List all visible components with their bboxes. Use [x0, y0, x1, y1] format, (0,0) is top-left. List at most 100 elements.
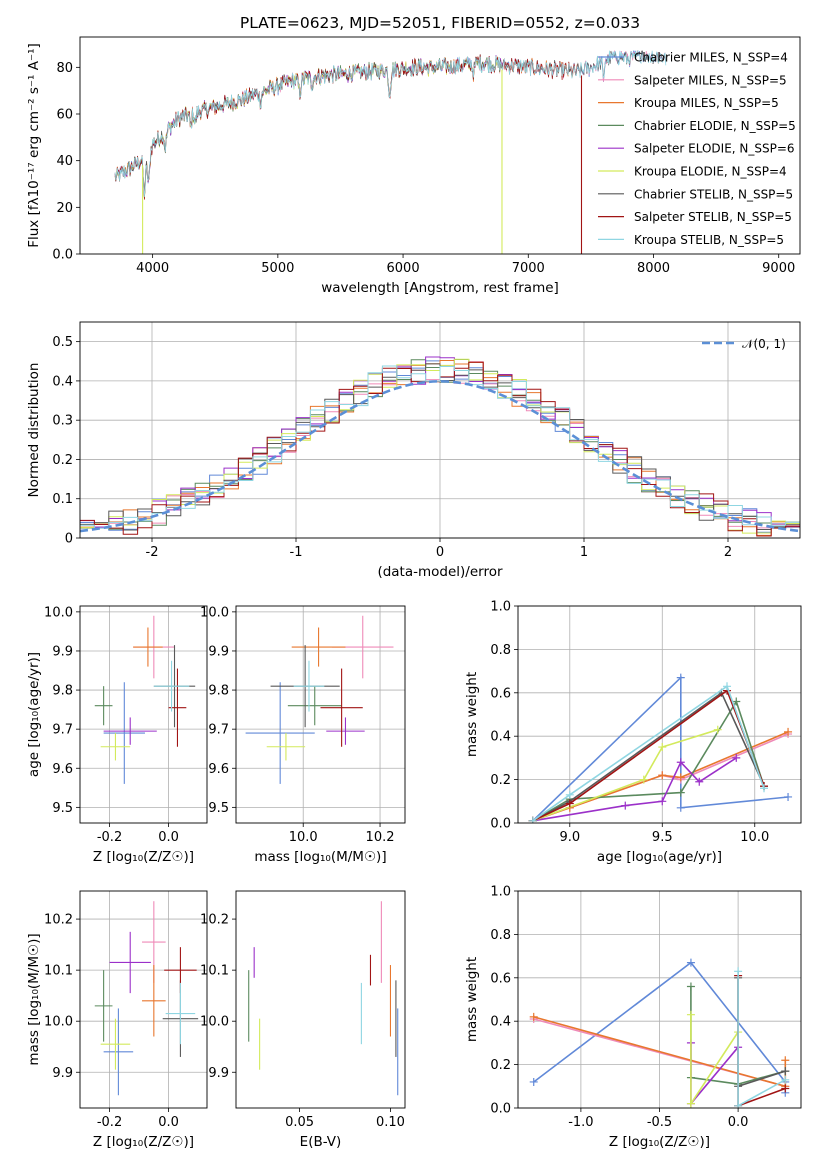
plus-marker [781, 1056, 790, 1065]
data-point [133, 627, 163, 667]
x-tick-label: 0.10 [376, 1115, 405, 1130]
grid [518, 605, 801, 824]
y-tick-label: 80 [56, 61, 73, 76]
legend-label: Salpeter ELODIE, N_SSP=6 [634, 142, 795, 156]
panel-mass-vs-ebv: 0.05 0.10 9.9 10.0 10.1 10.2 E(B-V) [200, 890, 406, 1150]
x-tick-label: 1 [580, 545, 588, 560]
data-point [103, 682, 145, 784]
y-tick-label: 9.8 [52, 684, 73, 699]
axes-frame [517, 605, 802, 824]
normal-curve [80, 379, 800, 533]
plus-marker [528, 816, 537, 823]
plus-marker [565, 799, 574, 808]
weight-line [532, 691, 765, 822]
y-tick-label: 9.5 [52, 801, 73, 816]
plus-marker [781, 1084, 790, 1093]
plus-marker [676, 673, 685, 682]
y-axis-label: Flux [fλ10⁻¹⁷ erg cm⁻² s⁻¹ A⁻¹] [26, 43, 42, 248]
plus-marker [529, 1077, 538, 1086]
y-axis-label: mass weight [464, 957, 480, 1042]
spectrum-line [114, 49, 667, 198]
x-tick-label: -2 [146, 545, 159, 560]
legend-label: Kroupa MILES, N_SSP=5 [634, 96, 779, 110]
y-tick-label: 0.4 [52, 374, 73, 389]
grid [518, 890, 801, 1109]
y-tick-label: 40 [56, 154, 73, 169]
plot-area [94, 901, 199, 1096]
legend-label: Salpeter STELIB, N_SSP=5 [634, 210, 792, 224]
plus-marker [784, 727, 793, 736]
axes-frame [517, 890, 802, 1109]
x-axis-label: Z [log₁₀(Z/Z☉)] [93, 1134, 194, 1150]
y-tick-label: 10.1 [200, 964, 229, 979]
plus-marker [621, 801, 630, 810]
plus-marker [658, 797, 667, 806]
plus-marker [676, 758, 685, 767]
legend-label: Kroupa ELODIE, N_SSP=4 [634, 165, 787, 179]
x-axis-label: Z [log₁₀(Z/Z☉)] [93, 849, 194, 865]
data-point [326, 717, 365, 745]
axes-frame [79, 321, 801, 539]
chart-title: PLATE=0623, MJD=52051, FIBERID=0552, z=0… [240, 14, 640, 32]
x-tick-label: 0.0 [158, 830, 179, 845]
y-tick-label: 9.6 [208, 762, 229, 777]
plus-marker [723, 682, 732, 691]
y-tick-label: 0.2 [52, 453, 73, 468]
weight-line [532, 675, 789, 822]
panel-mass-vs-Z: -0.2 0.0 9.9 10.0 10.1 10.2 Z [log₁₀(Z/Z☉)] mas… [26, 890, 208, 1150]
data-point [291, 627, 346, 667]
y-tick-label: 60 [56, 108, 73, 123]
y-tick-label: 9.9 [52, 1066, 73, 1081]
x-tick-label: -1 [290, 545, 303, 560]
x-tick-label: 0 [436, 545, 444, 560]
data-point [94, 686, 113, 726]
y-tick-label: 0 [65, 532, 73, 547]
y-tick-label: 0.1 [52, 492, 73, 507]
plus-marker [781, 1067, 790, 1076]
plus-marker [781, 1075, 790, 1084]
y-tick-label: 0.2 [490, 773, 511, 788]
y-tick-label: 9.9 [208, 1066, 229, 1081]
x-tick-label: 8000 [637, 261, 670, 276]
data-point [103, 1008, 134, 1096]
grid [80, 891, 207, 1108]
x-tick-label: 10.2 [366, 830, 395, 845]
x-tick-label: 2 [724, 545, 732, 560]
grid [80, 606, 207, 823]
x-tick-label: -1.0 [568, 1115, 593, 1130]
y-tick-label: 0.4 [490, 730, 511, 745]
axes-frame [235, 890, 406, 1109]
x-tick-label: 9.0 [559, 830, 580, 845]
y-tick-label: 9.8 [208, 684, 229, 699]
y-tick-label: 9.6 [52, 762, 73, 777]
y-axis-label: mass weight [464, 672, 480, 757]
y-tick-label: 0.2 [490, 1058, 511, 1073]
x-tick-label: -0.5 [647, 1115, 672, 1130]
plot-area [94, 615, 196, 784]
panel-residuals: -2 -1 0 1 2 0 0.1 0.2 0.3 0.4 0.5 (data-model)/erro… [26, 321, 801, 580]
y-axis-label: mass [log₁₀(M/M☉)] [26, 933, 42, 1065]
x-tick-label: 10.0 [289, 830, 318, 845]
plus-marker [658, 743, 667, 752]
y-tick-label: 0.6 [490, 971, 511, 986]
x-tick-label: 6000 [387, 261, 420, 276]
x-tick-label: 9000 [762, 261, 795, 276]
y-tick-label: 9.9 [208, 644, 229, 659]
y-tick-label: 0.0 [490, 1102, 511, 1117]
plot-area [80, 356, 800, 537]
legend-label: Chabrier ELODIE, N_SSP=5 [634, 119, 796, 133]
plot-area [245, 615, 394, 784]
plus-marker [676, 788, 685, 797]
x-tick-label: 10.0 [740, 830, 769, 845]
x-axis-label: age [log₁₀(age/yr)] [597, 849, 722, 865]
x-axis-label: wavelength [Angstrom, rest frame] [321, 280, 559, 296]
data-point [103, 717, 157, 745]
plot-area [114, 49, 667, 254]
x-tick-label: 7000 [512, 261, 545, 276]
y-tick-label: 0.0 [490, 817, 511, 832]
plus-marker [639, 775, 648, 784]
legend-label: Chabrier MILES, N_SSP=4 [634, 51, 788, 65]
y-tick-label: 0.8 [490, 928, 511, 943]
x-axis-label: mass [log₁₀(M/M☉)] [254, 849, 386, 865]
data-point [100, 733, 131, 761]
